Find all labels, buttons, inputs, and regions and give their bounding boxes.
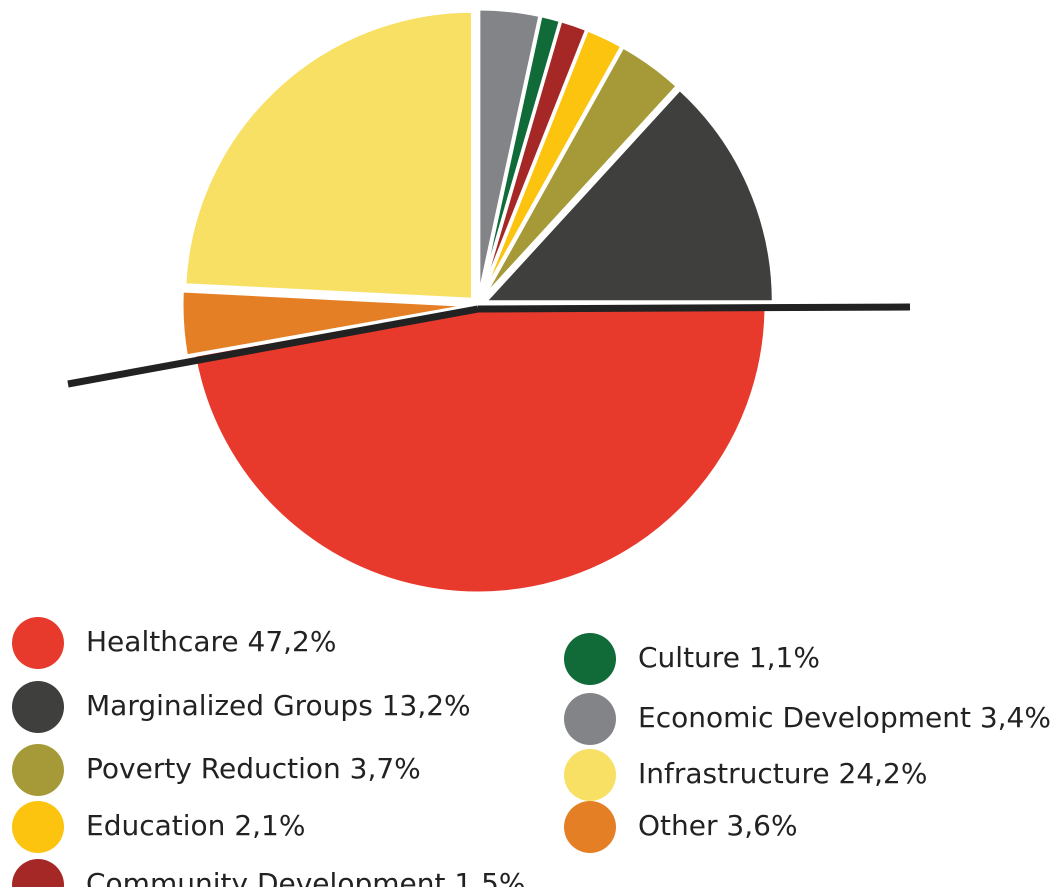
legend-name: Education: [86, 809, 225, 842]
legend-swatch: [12, 801, 64, 853]
legend-name: Infrastructure: [638, 757, 830, 790]
legend-value: 3,7%: [350, 752, 421, 785]
legend-name: Economic Development: [638, 701, 971, 734]
divider-line: [477, 303, 911, 313]
legend-name: Culture: [638, 641, 740, 674]
legend-value: 3,4%: [980, 701, 1051, 734]
legend-value: 2,1%: [234, 809, 305, 842]
legend-label: Poverty Reduction 3,7%: [86, 752, 421, 785]
legend-swatch: [12, 617, 64, 669]
pie-slice: [180, 289, 471, 358]
legend-value: 47,2%: [248, 625, 337, 658]
legend-value: 24,2%: [839, 757, 928, 790]
legend-name: Other: [638, 809, 718, 842]
legend-value: 13,2%: [382, 689, 471, 722]
legend-name: Marginalized Groups: [86, 689, 373, 722]
legend-label: Education 2,1%: [86, 809, 305, 842]
legend-swatch: [12, 681, 64, 733]
legend-label: Marginalized Groups 13,2%: [86, 689, 471, 722]
legend-swatch: [564, 633, 616, 685]
legend-label: Culture 1,1%: [638, 641, 820, 674]
legend-value: 1,5%: [454, 867, 525, 887]
divider-line: [67, 305, 479, 388]
legend-value: 3,6%: [726, 809, 797, 842]
legend-swatch: [12, 859, 64, 887]
legend-label: Economic Development 3,4%: [638, 701, 1051, 734]
pie-slice: [192, 303, 768, 595]
legend-name: Poverty Reduction: [86, 752, 341, 785]
legend-label: Community Development 1,5%: [86, 867, 526, 887]
legend-swatch: [564, 749, 616, 801]
legend-swatch: [564, 693, 616, 745]
legend-name: Healthcare: [86, 625, 239, 658]
pie-slice: [481, 87, 775, 304]
legend-name: Community Development: [86, 867, 445, 887]
legend-label: Infrastructure 24,2%: [638, 757, 927, 790]
legend-swatch: [12, 744, 64, 796]
legend-value: 1,1%: [749, 641, 820, 674]
legend-label: Healthcare 47,2%: [86, 625, 336, 658]
pie: [180, 7, 775, 595]
pie-slice: [183, 9, 474, 301]
legend-label: Other 3,6%: [638, 809, 798, 842]
pie-slice: [481, 44, 680, 300]
legend: Healthcare 47,2% Marginalized Groups 13,2…: [12, 617, 1051, 887]
legend-swatch: [564, 801, 616, 853]
